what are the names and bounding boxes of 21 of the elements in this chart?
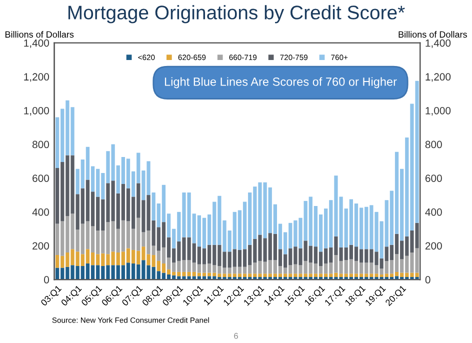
y-tick-label: 1,200 [24,73,50,82]
y2-tick-label: 1,200 [426,73,451,82]
y-tick-label: 200 [32,242,50,250]
y-axis-title: Billions of Dollars [5,31,74,38]
y2-tick-label: 600 [425,174,442,182]
y2-tick-label: 200 [425,242,442,250]
y2-tick-label: 800 [425,140,442,148]
chart-title: Mortgage Originations by Credit Score* [68,5,405,24]
text: 6 [234,332,238,339]
annotation: Light Blue Lines Are Scores of 760 or Higher [164,77,397,88]
y-tick-label: 1,000 [24,106,50,116]
y2-tick-label: 1,400 [426,39,451,48]
y-tick-label: 600 [32,174,50,182]
y-tick-label: 1,400 [24,39,50,48]
y2-tick-label: 0 [425,276,430,284]
y-tick-label: 0 [44,276,50,284]
y2-tick-label: 1,000 [426,106,451,116]
y2-axis-title: Billions of Dollars [398,31,467,38]
y-tick-label: 800 [32,140,50,148]
y-tick-label: 400 [32,208,50,216]
y2-tick-label: 400 [425,208,442,216]
